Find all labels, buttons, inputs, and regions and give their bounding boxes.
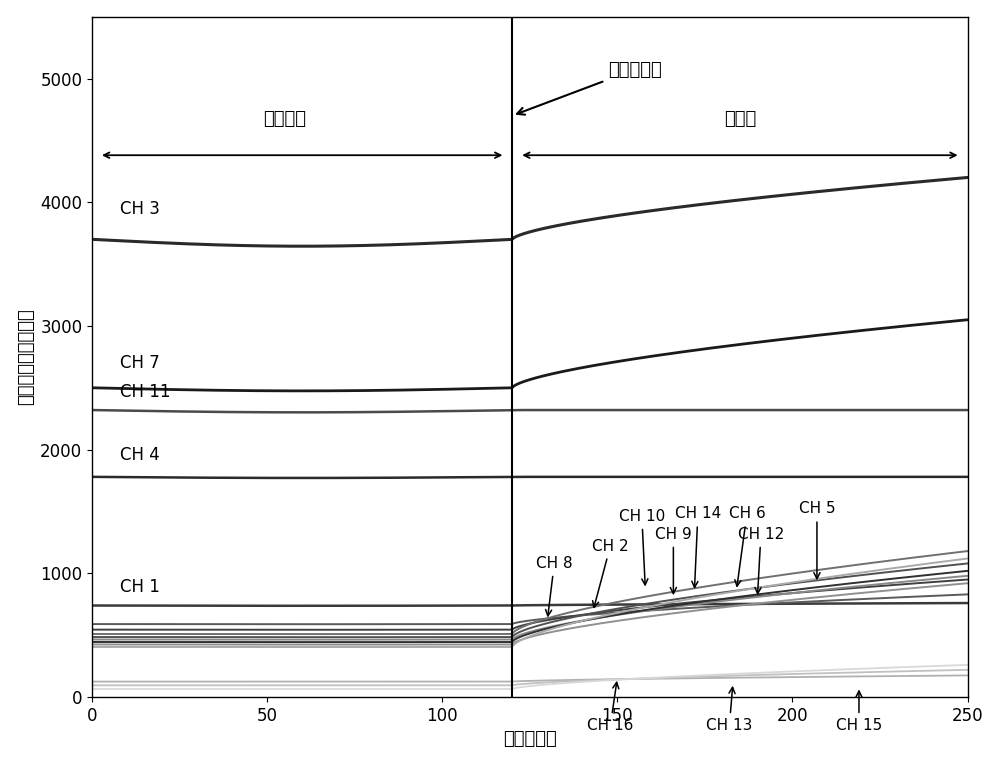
Text: CH 5: CH 5 [799,501,835,579]
Text: CH 9: CH 9 [655,527,692,594]
Text: CH 15: CH 15 [836,691,882,733]
Text: 电磁阀动作: 电磁阀动作 [517,60,662,115]
Text: CH 7: CH 7 [120,353,160,372]
X-axis label: 时间（秒）: 时间（秒） [503,731,557,748]
Text: CH 3: CH 3 [120,200,160,218]
Text: CH 6: CH 6 [729,506,765,586]
Text: CH 16: CH 16 [587,682,634,733]
Text: CH 13: CH 13 [706,687,753,733]
Text: CH 4: CH 4 [120,447,160,464]
Text: CH 8: CH 8 [536,556,573,616]
Text: 呼出气: 呼出气 [724,110,756,128]
Text: CH 14: CH 14 [675,506,721,588]
Text: CH 1: CH 1 [120,578,160,596]
Text: CH 11: CH 11 [120,383,171,402]
Text: CH 12: CH 12 [738,527,784,594]
Text: CH 10: CH 10 [619,509,665,585]
Text: 背景空气: 背景空气 [263,110,306,128]
Text: CH 2: CH 2 [592,539,629,607]
Y-axis label: 电信号（任意单位）: 电信号（任意单位） [17,308,35,405]
